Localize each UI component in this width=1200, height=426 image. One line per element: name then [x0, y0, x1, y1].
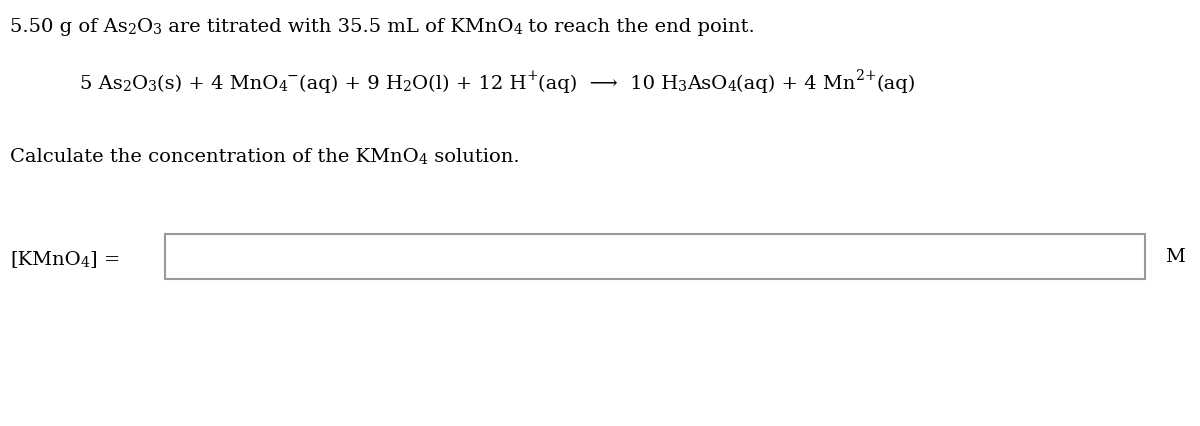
- Text: 5 As: 5 As: [80, 75, 122, 93]
- Text: solution.: solution.: [427, 148, 520, 166]
- Text: 3: 3: [678, 80, 688, 94]
- Text: AsO: AsO: [688, 75, 727, 93]
- Text: ] =: ] =: [90, 250, 120, 268]
- Text: 3: 3: [148, 80, 157, 94]
- Text: 3: 3: [152, 23, 162, 37]
- Text: −: −: [287, 69, 299, 83]
- Text: Calculate the concentration of the KMnO: Calculate the concentration of the KMnO: [10, 148, 419, 166]
- Text: 4: 4: [80, 255, 90, 269]
- Text: 2: 2: [122, 80, 132, 94]
- Text: [KMnO: [KMnO: [10, 250, 80, 268]
- Text: (aq) + 4 Mn: (aq) + 4 Mn: [737, 75, 856, 93]
- Text: 4: 4: [727, 80, 737, 94]
- Text: 2: 2: [127, 23, 137, 37]
- Text: 2+: 2+: [856, 69, 876, 83]
- Text: O(l) + 12 H: O(l) + 12 H: [412, 75, 526, 93]
- Text: 4: 4: [514, 23, 522, 37]
- Text: M: M: [1165, 248, 1184, 266]
- Text: 4: 4: [278, 80, 287, 94]
- Text: O: O: [132, 75, 148, 93]
- Text: O: O: [137, 18, 152, 36]
- Text: (aq)  ⟶  10 H: (aq) ⟶ 10 H: [538, 75, 678, 93]
- Text: to reach the end point.: to reach the end point.: [522, 18, 755, 36]
- Text: 2: 2: [403, 80, 412, 94]
- Text: (aq): (aq): [876, 75, 916, 93]
- Text: (aq) + 9 H: (aq) + 9 H: [299, 75, 403, 93]
- Text: (s) + 4 MnO: (s) + 4 MnO: [157, 75, 278, 93]
- Text: 5.50 g of As: 5.50 g of As: [10, 18, 127, 36]
- Text: 4: 4: [419, 153, 427, 167]
- Text: are titrated with 35.5 mL of KMnO: are titrated with 35.5 mL of KMnO: [162, 18, 514, 36]
- Text: +: +: [526, 69, 538, 83]
